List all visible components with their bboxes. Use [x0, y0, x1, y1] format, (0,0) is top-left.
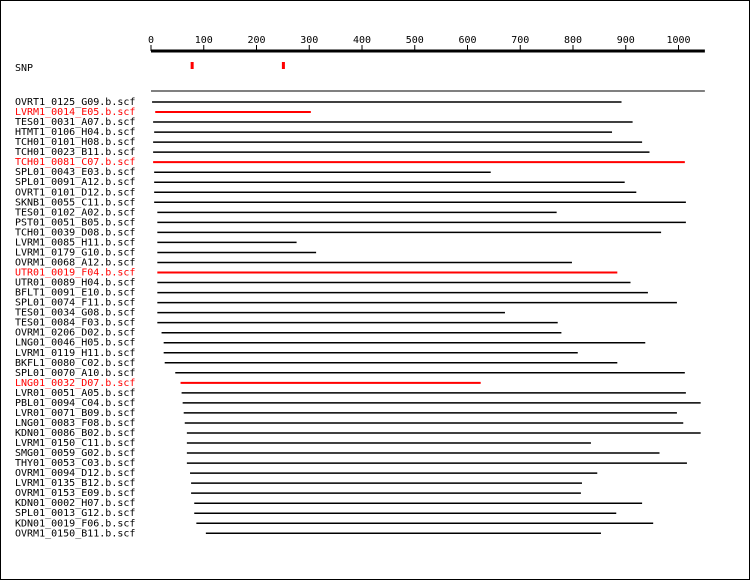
read-label: OVRT1_0125_G09.b.scf: [15, 97, 135, 108]
read-label: KDN01_0086_B02.b.scf: [15, 428, 135, 439]
read-label: PBL01_0094_C04.b.scf: [15, 398, 135, 409]
axis-tick-label: 300: [300, 35, 318, 46]
read-label: THY01_0053_C03.b.scf: [15, 458, 135, 469]
read-label: PST01_0051_B05.b.scf: [15, 217, 135, 228]
read-label: LVR01_0051_A05.b.scf: [15, 388, 135, 399]
snp-marker: [190, 62, 194, 69]
read-label: LNG01_0032_D07.b.scf: [15, 378, 135, 389]
read-label: SKNB1_0055_C11.b.scf: [15, 197, 135, 208]
read-label: LVRM1_0119_H11.b.scf: [15, 348, 135, 359]
axis-tick-label: 100: [195, 35, 213, 46]
read-label: LNG01_0083_F08.b.scf: [15, 418, 135, 429]
read-label: TES01_0084_F03.b.scf: [15, 318, 135, 329]
read-label: LVRM1_0150_C11.b.scf: [15, 438, 135, 449]
snp-marker: [281, 62, 285, 69]
read-label: TCH01_0101_H08.b.scf: [15, 137, 135, 148]
read-label: SMG01_0059_G02.b.scf: [15, 448, 135, 459]
read-label: OVRM1_0206_D02.b.scf: [15, 328, 135, 339]
read-label: TES01_0031_A07.b.scf: [15, 117, 135, 128]
read-label: LVRM1_0135_B12.b.scf: [15, 478, 135, 489]
read-label: BKFL1_0080_C02.b.scf: [15, 358, 135, 369]
read-label: SPL01_0074_F11.b.scf: [15, 298, 135, 309]
read-label: SPL01_0070_A10.b.scf: [15, 368, 135, 379]
read-label: LVR01_0071_B09.b.scf: [15, 408, 135, 419]
read-label: LVRM1_0014_E05.b.scf: [15, 107, 135, 118]
read-label: KDN01_0019_F06.b.scf: [15, 518, 135, 529]
read-label: OVRM1_0153_E09.b.scf: [15, 488, 135, 499]
read-label: SPL01_0043_E03.b.scf: [15, 167, 135, 178]
read-label: SPL01_0091_A12.b.scf: [15, 177, 135, 188]
read-label: LVRM1_0085_H11.b.scf: [15, 237, 135, 248]
axis-tick-label: 200: [247, 35, 265, 46]
read-label: UTR01_0019_F04.b.scf: [15, 268, 135, 279]
read-label: OVRM1_0150_B11.b.scf: [15, 528, 135, 539]
axis-tick-label: 600: [458, 35, 476, 46]
read-label: TCH01_0039_D08.b.scf: [15, 227, 135, 238]
read-label: SPL01_0013_G12.b.scf: [15, 508, 135, 519]
read-label: OVRT1_0101_D12.b.scf: [15, 187, 135, 198]
read-label: OVRM1_0094_D12.b.scf: [15, 468, 135, 479]
axis-tick-label: 500: [406, 35, 424, 46]
read-label: TES01_0102_A02.b.scf: [15, 207, 135, 218]
read-label: TCH01_0023_B11.b.scf: [15, 147, 135, 158]
read-label: BFLT1_0091_E10.b.scf: [15, 288, 135, 299]
read-label: HTMT1_0106_H04.b.scf: [15, 127, 135, 138]
read-label: KDN01_0002_H07.b.scf: [15, 498, 135, 509]
read-label: TES01_0034_G08.b.scf: [15, 308, 135, 319]
axis-tick-label: 800: [564, 35, 582, 46]
read-label: UTR01_0089_H04.b.scf: [15, 278, 135, 289]
axis-tick-label: 400: [353, 35, 371, 46]
axis-tick-label: 1000: [666, 35, 690, 46]
axis-tick-label: 900: [617, 35, 635, 46]
snp-label: SNP: [15, 63, 33, 74]
axis-tick-label: 700: [511, 35, 529, 46]
axis-tick-label: 0: [148, 35, 154, 46]
read-label: LNG01_0046_H05.b.scf: [15, 338, 135, 349]
read-label: LVRM1_0179_G10.b.scf: [15, 247, 135, 258]
read-label: TCH01_0081_C07.b.scf: [15, 157, 135, 168]
read-label: OVRM1_0068_A12.b.scf: [15, 257, 135, 268]
